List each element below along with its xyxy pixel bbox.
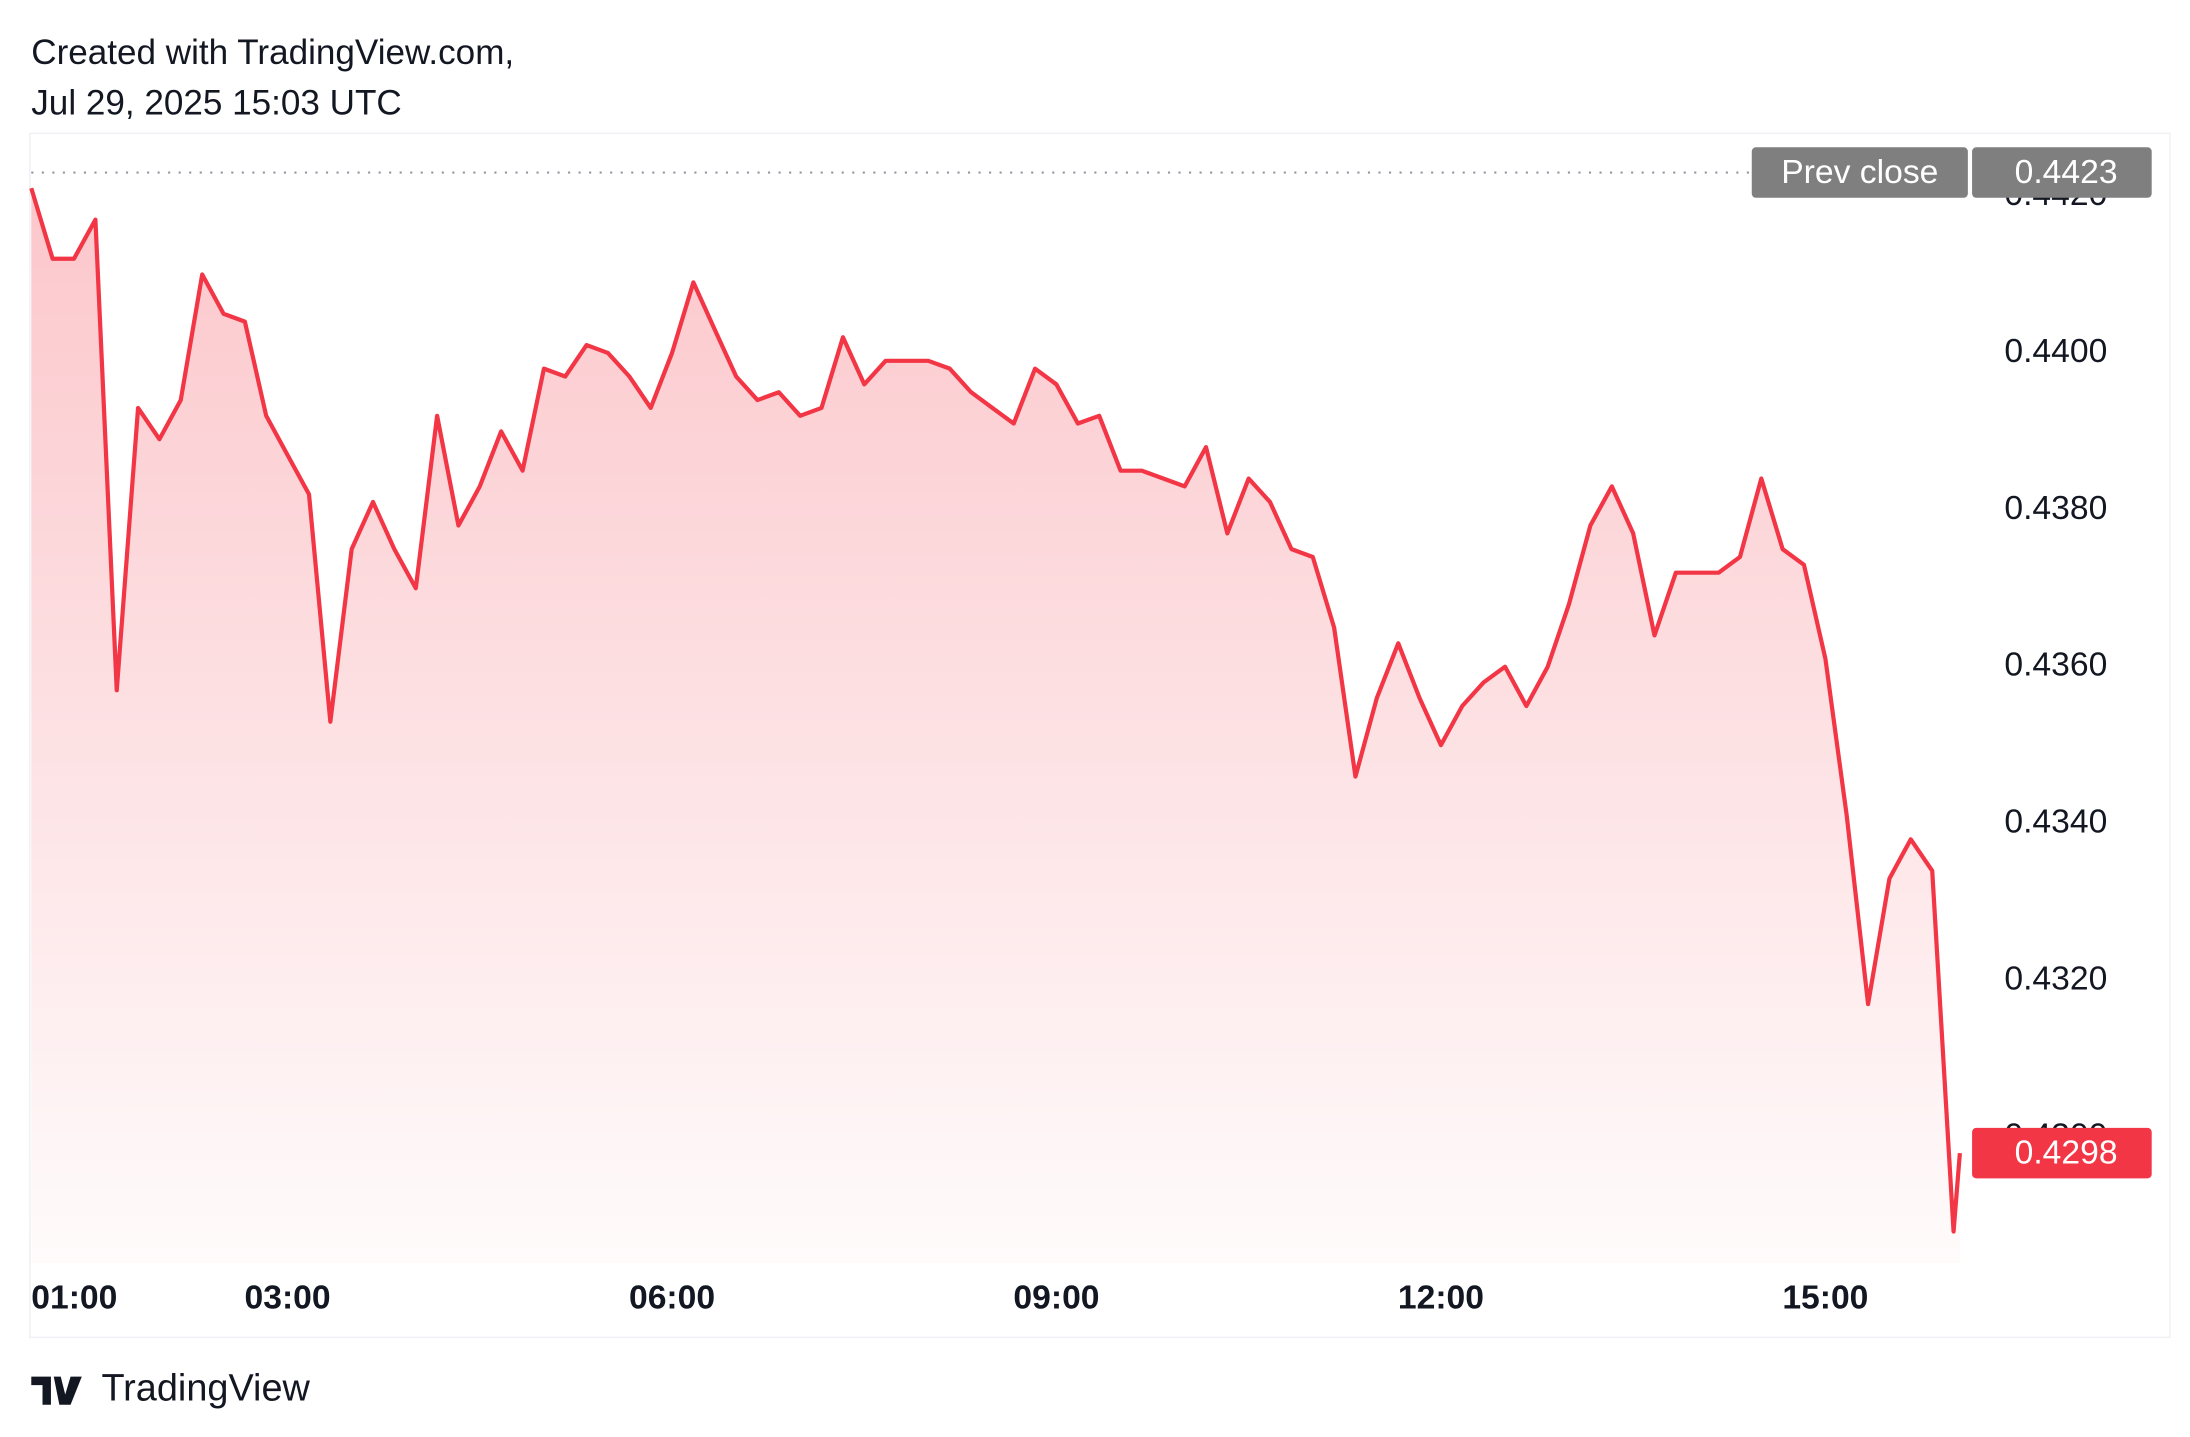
x-tick-label: 12:00	[1398, 1279, 1484, 1316]
x-tick-label: 15:00	[1782, 1279, 1868, 1316]
y-tick-label: 0.4320	[2004, 960, 2107, 997]
prev-close-badge	[1751, 147, 1968, 198]
header-title: Created with TradingView.com,	[31, 33, 514, 72]
prev-close-label: Prev close	[1781, 154, 1938, 191]
prev-close-value: 0.4423	[2015, 154, 2118, 191]
y-tick-label: 0.4400	[2004, 333, 2107, 370]
y-tick-label: 0.4340	[2004, 804, 2107, 841]
last-price-badge	[1972, 1127, 2152, 1179]
watermark: TradingView	[101, 1368, 310, 1410]
price-line	[29, 187, 1962, 1234]
plot-frame	[29, 132, 2171, 1339]
x-tick-label: 06:00	[629, 1279, 715, 1316]
y-tick-label: 0.4360	[2004, 647, 2107, 684]
header-date: Jul 29, 2025 15:03 UTC	[31, 84, 402, 123]
last-price-label: 0.4298	[2015, 1134, 2118, 1171]
logo	[31, 1376, 82, 1405]
y-tick-label: 0.4380	[2004, 490, 2107, 527]
prev-close-value-badge	[1972, 147, 2152, 198]
x-tick-label: 09:00	[1013, 1279, 1099, 1316]
x-tick-label: 03:00	[245, 1279, 331, 1316]
area	[31, 188, 1960, 1263]
x-tick-label: 01:00	[31, 1279, 117, 1316]
